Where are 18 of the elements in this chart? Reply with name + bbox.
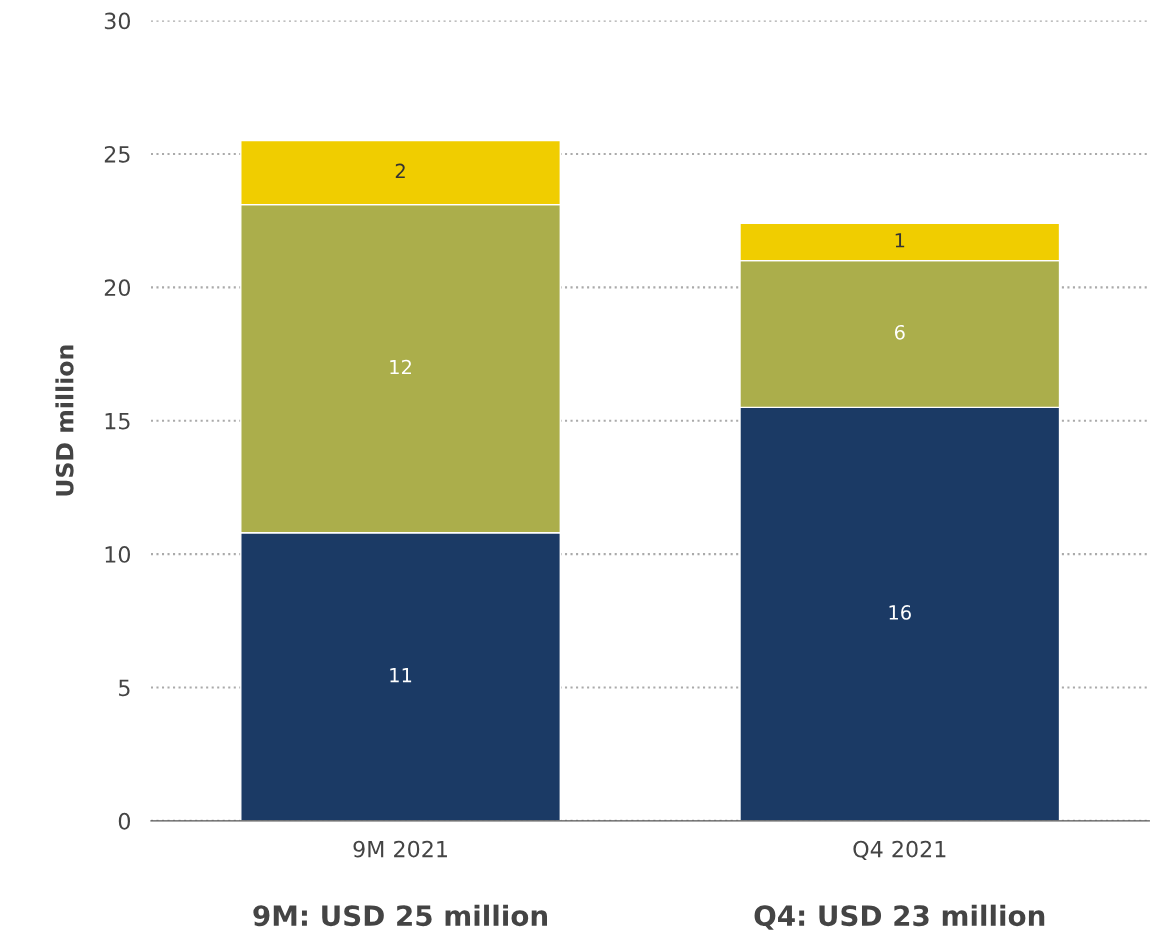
y-axis-title: USD million [55,345,74,496]
y-tick-label: 30 [104,12,131,30]
y-tick-label: 0 [118,812,131,830]
y-tick-label: 15 [105,412,130,430]
data-label: 6 [894,324,905,340]
x-tick-label: 9M 2021 [353,840,447,858]
text: Q4: USD 23 million [754,904,1045,930]
x-tick-label: Q4 2021 [853,840,946,861]
y-tick-label: 20 [104,279,131,297]
y-tick-label: 25 [104,145,130,163]
text: 9M: USD 25 million [253,904,547,927]
data-label: 2 [395,163,405,179]
data-label: 16 [889,605,911,620]
y-tick-label: 5 [119,679,130,697]
y-tick-label: 10 [105,546,131,563]
data-label: 11 [390,668,412,683]
data-label: 12 [390,359,411,375]
data-label: 1 [895,233,905,248]
